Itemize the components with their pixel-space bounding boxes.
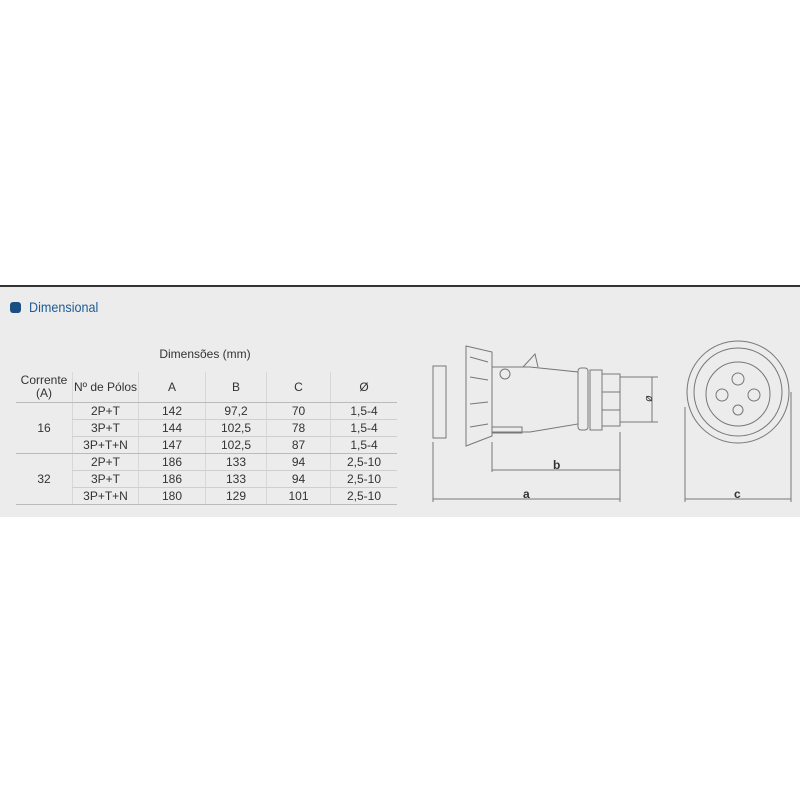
front-view <box>684 340 792 502</box>
dimension-c-label: c <box>734 487 741 501</box>
table-cell: 133 <box>205 453 267 471</box>
table-cell: 94 <box>266 453 331 471</box>
table-row: 16 2P+T 142 97,2 70 1,5-4 <box>16 402 397 454</box>
header-c: C <box>266 372 331 403</box>
table-row: 3P+T 144 102,5 78 1,5-4 <box>16 419 397 437</box>
table-cell: 102,5 <box>205 436 267 454</box>
table-cell: 2P+T <box>72 402 139 420</box>
table-row: 32 2P+T 186 133 94 2,5-10 <box>16 453 397 505</box>
current-cell: 16 <box>16 402 73 454</box>
diameter-label: ø <box>643 395 655 402</box>
header-a: A <box>138 372 206 403</box>
table-cell: 1,5-4 <box>330 402 397 420</box>
header-b: B <box>205 372 267 403</box>
table-row: 3P+T+N 147 102,5 87 1,5-4 <box>16 436 397 454</box>
table-cell: 3P+T <box>72 470 139 488</box>
table-cell: 186 <box>138 453 206 471</box>
header-diameter: Ø <box>330 372 397 403</box>
current-cell: 32 <box>16 453 73 505</box>
header-poles: Nº de Pólos <box>72 372 139 403</box>
bullet-icon <box>10 301 21 313</box>
dimension-b-label: b <box>553 458 560 472</box>
table-cell: 133 <box>205 470 267 488</box>
table-cell: 2,5-10 <box>330 487 397 505</box>
table-cell: 142 <box>138 402 206 420</box>
table-cell: 1,5-4 <box>330 419 397 437</box>
dimensions-table: Corrente (A) Nº de Pólos A B C Ø 16 2P+T 1… <box>16 372 397 505</box>
table-cell: 87 <box>266 436 331 454</box>
table-row: 3P+T+N 180 129 101 2,5-10 <box>16 487 397 505</box>
table-cell: 147 <box>138 436 206 454</box>
table-cell: 180 <box>138 487 206 505</box>
table-cell: 186 <box>138 470 206 488</box>
table-cell: 129 <box>205 487 267 505</box>
header-current: Corrente (A) <box>16 372 73 403</box>
section-title: Dimensional <box>29 299 99 315</box>
dimensional-panel: Dimensional Dimensões (mm) Corrente (A) … <box>0 285 800 517</box>
section-header: Dimensional <box>10 299 106 315</box>
table-cell: 2P+T <box>72 453 139 471</box>
table-group-title: Dimensões (mm) <box>159 347 251 361</box>
table-cell: 3P+T+N <box>72 487 139 505</box>
table-cell: 3P+T <box>72 419 139 437</box>
table-cell: 70 <box>266 402 331 420</box>
connector-drawing: ø b a c <box>432 340 792 502</box>
table-cell: 97,2 <box>205 402 267 420</box>
dimension-a-label: a <box>523 487 530 501</box>
side-view <box>432 345 658 502</box>
table-cell: 144 <box>138 419 206 437</box>
table-cell: 101 <box>266 487 331 505</box>
table-cell: 102,5 <box>205 419 267 437</box>
table-cell: 2,5-10 <box>330 453 397 471</box>
table-cell: 3P+T+N <box>72 436 139 454</box>
table-cell: 94 <box>266 470 331 488</box>
table-cell: 1,5-4 <box>330 436 397 454</box>
table-cell: 2,5-10 <box>330 470 397 488</box>
table-row: 3P+T 186 133 94 2,5-10 <box>16 470 397 488</box>
table-cell: 78 <box>266 419 331 437</box>
